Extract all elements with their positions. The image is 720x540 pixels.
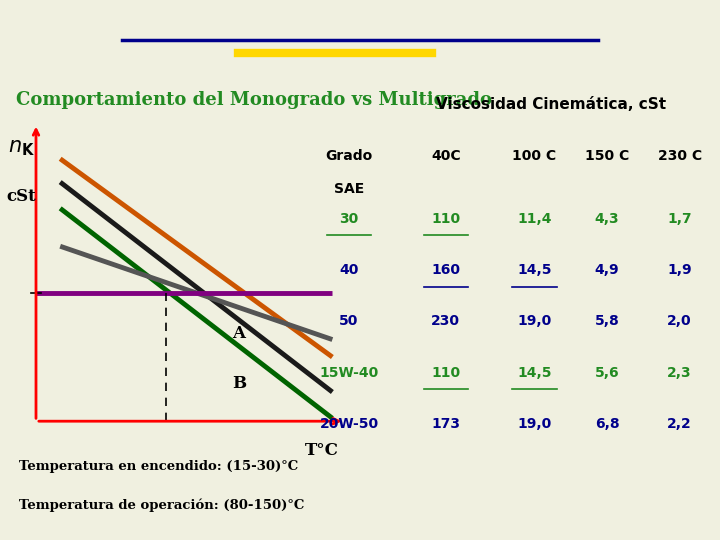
Text: 230: 230	[431, 314, 460, 328]
Text: $\mathbf{\mathit{n}}_\mathbf{K}$: $\mathbf{\mathit{n}}_\mathbf{K}$	[8, 138, 35, 158]
Text: 2,2: 2,2	[667, 417, 692, 431]
Text: 4,3: 4,3	[595, 212, 619, 226]
Text: 100 C: 100 C	[513, 149, 557, 163]
Text: T°C: T°C	[305, 442, 338, 458]
Text: Temperatura de operación: (80-150)°C: Temperatura de operación: (80-150)°C	[19, 499, 305, 512]
Text: A: A	[233, 325, 246, 342]
Text: 19,0: 19,0	[518, 417, 552, 431]
Text: Grado: Grado	[325, 149, 373, 163]
Text: 15W-40: 15W-40	[320, 366, 379, 380]
Text: 19,0: 19,0	[518, 314, 552, 328]
Text: 2,0: 2,0	[667, 314, 692, 328]
Text: Comportamiento del Monogrado vs Multigrado: Comportamiento del Monogrado vs Multigra…	[16, 91, 492, 109]
Text: SAE: SAE	[334, 182, 364, 196]
Text: 40C: 40C	[431, 149, 461, 163]
Text: 110: 110	[431, 212, 460, 226]
Text: 173: 173	[431, 417, 460, 431]
Text: 1,9: 1,9	[667, 263, 692, 277]
Text: 110: 110	[431, 366, 460, 380]
Text: B: B	[233, 375, 247, 392]
Text: 40: 40	[339, 263, 359, 277]
Text: 50: 50	[339, 314, 359, 328]
Text: Temperatura en encendido: (15-30)°C: Temperatura en encendido: (15-30)°C	[19, 460, 298, 473]
Text: 5,6: 5,6	[595, 366, 619, 380]
Text: 14,5: 14,5	[517, 366, 552, 380]
Text: 6,8: 6,8	[595, 417, 619, 431]
Text: Viscosidad Cinemática, cSt: Viscosidad Cinemática, cSt	[436, 97, 666, 112]
Text: 30: 30	[339, 212, 359, 226]
Text: 14,5: 14,5	[517, 263, 552, 277]
Text: 2,3: 2,3	[667, 366, 692, 380]
Text: 1,7: 1,7	[667, 212, 692, 226]
Text: 160: 160	[431, 263, 460, 277]
Text: 230 C: 230 C	[657, 149, 702, 163]
Text: 20W-50: 20W-50	[320, 417, 379, 431]
Text: 11,4: 11,4	[517, 212, 552, 226]
Text: 4,9: 4,9	[595, 263, 619, 277]
Text: 150 C: 150 C	[585, 149, 629, 163]
Text: cSt: cSt	[6, 188, 37, 205]
Text: 5,8: 5,8	[595, 314, 619, 328]
